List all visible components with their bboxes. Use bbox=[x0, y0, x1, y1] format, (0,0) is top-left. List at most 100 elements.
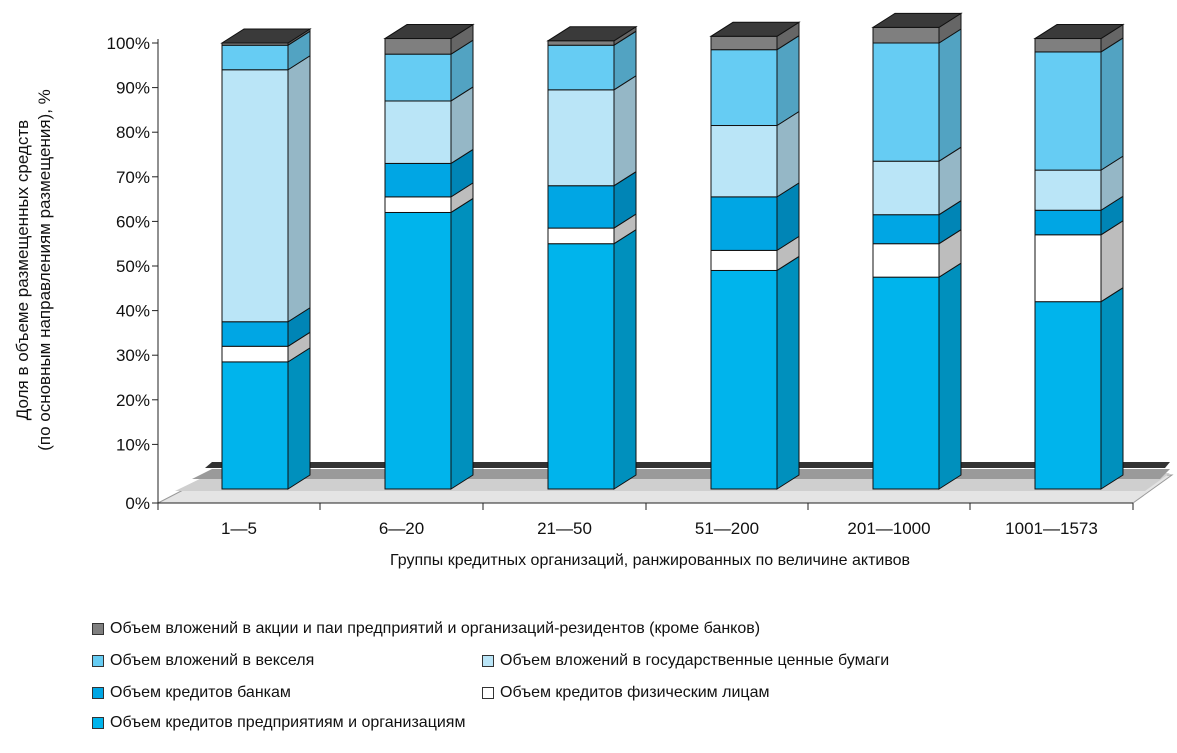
x-axis: 1—5 6—20 21—50 51—200 201—1000 1001—1573 bbox=[157, 502, 1134, 538]
bar-stack-5 bbox=[871, 12, 963, 490]
bar-segment bbox=[1034, 38, 1102, 53]
bar-segment bbox=[1034, 301, 1102, 490]
y-axis-title: Доля в объеме размещенных средств (по ос… bbox=[4, 40, 64, 500]
bar-segment bbox=[872, 276, 940, 490]
bar-top bbox=[383, 24, 475, 40]
legend-swatch-shares bbox=[92, 623, 104, 635]
bar-segment-side bbox=[776, 34, 800, 127]
legend-label-gov-securities: Объем вложений в государственные ценные … bbox=[500, 652, 890, 669]
bar-segment bbox=[710, 196, 778, 251]
legend-swatch-gov-securities bbox=[482, 655, 494, 667]
legend-item-gov-securities: Объем вложений в государственные ценные … bbox=[482, 652, 889, 670]
bar-segment bbox=[872, 42, 940, 162]
y-tick-label: 20% bbox=[116, 391, 150, 410]
x-tick-label: 21—50 bbox=[537, 519, 592, 538]
bar-segment bbox=[384, 211, 452, 490]
x-axis-title: Группы кредитных организаций, ранжирован… bbox=[389, 552, 911, 569]
bar-segment-side bbox=[287, 346, 311, 490]
bar-segment bbox=[547, 243, 615, 490]
bar-segment bbox=[221, 345, 289, 363]
bar-segment bbox=[547, 227, 615, 245]
bar-stack-6 bbox=[1033, 23, 1125, 490]
x-tick-label: 6—20 bbox=[379, 519, 424, 538]
legend-label-bills: Объем вложений в векселя bbox=[110, 652, 315, 669]
bar-segment-side bbox=[776, 110, 800, 198]
x-tick-label: 201—1000 bbox=[847, 519, 930, 538]
bar-segment bbox=[547, 40, 615, 46]
y-tick-label: 10% bbox=[116, 435, 150, 454]
bar-stack-2 bbox=[383, 23, 475, 490]
y-tick-label: 30% bbox=[116, 346, 150, 365]
bar-stack-1 bbox=[220, 28, 312, 490]
bar-segment bbox=[384, 162, 452, 198]
y-axis-title-line2: (по основным направлениям размещения), % bbox=[35, 89, 54, 451]
bar-stacks bbox=[220, 12, 1125, 490]
y-tick-label: 70% bbox=[116, 168, 150, 187]
bar-segment bbox=[710, 269, 778, 490]
legend-item-shares: Объем вложений в акции и паи предприятий… bbox=[92, 620, 760, 638]
bar-segment bbox=[547, 185, 615, 229]
y-tick-label: 80% bbox=[116, 123, 150, 142]
x-tick-label: 1001—1573 bbox=[1005, 519, 1098, 538]
bar-segment bbox=[710, 35, 778, 51]
bar-segment bbox=[710, 249, 778, 271]
y-tick-label: 40% bbox=[116, 302, 150, 321]
bar-segment bbox=[710, 125, 778, 198]
bar-segment bbox=[384, 53, 452, 102]
bar-segment bbox=[1034, 234, 1102, 303]
bar-segment bbox=[872, 214, 940, 245]
legend-label-shares: Объем вложений в акции и паи предприятий… bbox=[110, 620, 761, 637]
floor-band-2 bbox=[192, 469, 1170, 479]
bar-segment-side bbox=[776, 255, 800, 490]
legend-swatch-individual-loans bbox=[482, 687, 494, 699]
y-axis-title-line1: Доля в объеме размещенных средств bbox=[13, 119, 32, 421]
legend-label-bank-loans: Объем кредитов банкам bbox=[110, 684, 291, 701]
legend-item-individual-loans: Объем кредитов физическим лицам bbox=[482, 684, 769, 702]
x-tick-label: 51—200 bbox=[695, 519, 759, 538]
bar-top bbox=[220, 28, 312, 44]
bar-segment bbox=[872, 243, 940, 278]
bar-segment bbox=[872, 160, 940, 216]
bar-segment bbox=[384, 100, 452, 164]
bar-segment bbox=[1034, 51, 1102, 171]
bar-segment bbox=[1034, 209, 1102, 236]
bar-segment-side bbox=[1100, 286, 1124, 490]
bar-segment bbox=[872, 26, 940, 44]
bar-top bbox=[871, 12, 963, 28]
bar-segment bbox=[384, 38, 452, 55]
bar-segment-side bbox=[287, 54, 311, 323]
bar-segment-side bbox=[1100, 37, 1124, 172]
legend-label-enterprise-loans: Объем кредитов предприятиям и организаци… bbox=[110, 714, 466, 731]
bar-top bbox=[546, 26, 638, 42]
bar-stack-4 bbox=[709, 21, 801, 490]
bar-segment bbox=[710, 49, 778, 127]
bar-segment bbox=[384, 196, 452, 213]
y-tick-label: 50% bbox=[116, 257, 150, 276]
legend-swatch-bills bbox=[92, 655, 104, 667]
floor-edge bbox=[205, 462, 1170, 468]
legend-label-individual-loans: Объем кредитов физическим лицам bbox=[500, 684, 770, 701]
bar-segment bbox=[547, 89, 615, 187]
legend-swatch-enterprise-loans bbox=[92, 717, 104, 729]
bar-stack-3 bbox=[546, 25, 638, 490]
bar-segment bbox=[547, 44, 615, 91]
y-tick-label: 0% bbox=[125, 494, 150, 513]
y-tick-label: 100% bbox=[107, 34, 150, 53]
bar-segment-side bbox=[613, 228, 637, 490]
y-axis: 0% 10% 20% 30% 40% 50% 60% 70% 80% 90% 100% bbox=[107, 34, 159, 513]
bar-segment bbox=[221, 361, 289, 490]
legend: Объем вложений в акции и паи предприятий… bbox=[92, 620, 1162, 750]
bar-segment-side bbox=[938, 28, 962, 163]
y-tick-label: 60% bbox=[116, 212, 150, 231]
bar-segment bbox=[1034, 169, 1102, 211]
bar-top bbox=[709, 21, 801, 37]
x-tick-label: 1—5 bbox=[221, 519, 257, 538]
legend-item-bills: Объем вложений в векселя bbox=[92, 652, 314, 670]
bar-segment bbox=[221, 69, 289, 323]
legend-item-enterprise-loans: Объем кредитов предприятиям и организаци… bbox=[92, 714, 465, 732]
bar-top bbox=[1033, 24, 1125, 40]
y-tick-label: 90% bbox=[116, 79, 150, 98]
bar-segment-side bbox=[450, 197, 474, 490]
bar-segment bbox=[221, 321, 289, 347]
